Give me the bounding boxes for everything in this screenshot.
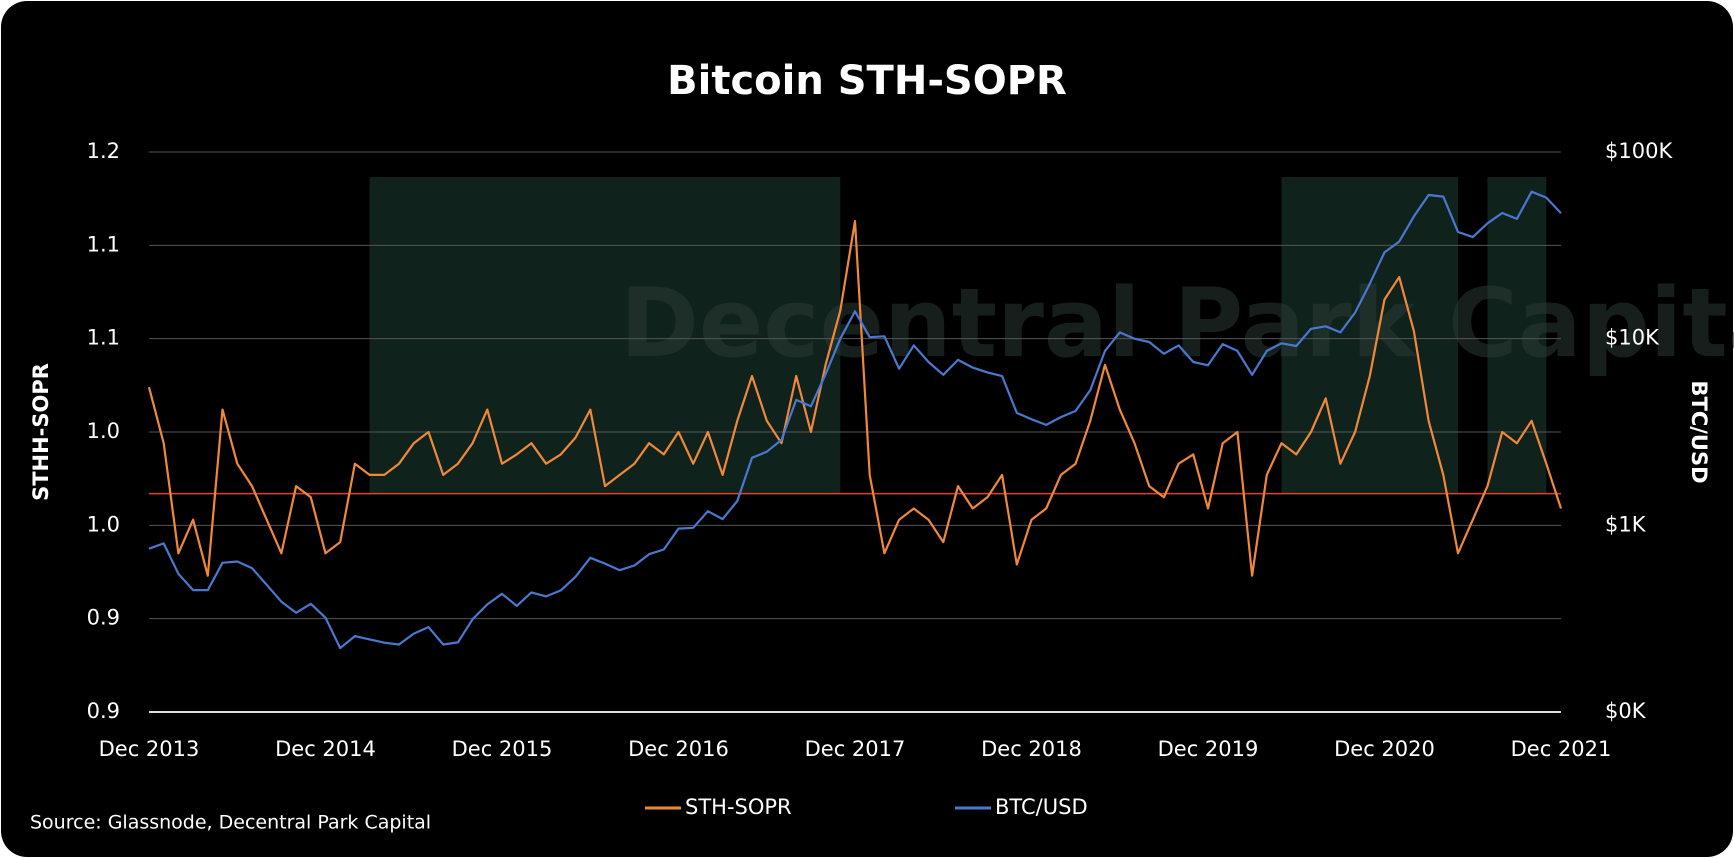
x-tick-label: Dec 2019 (1158, 737, 1259, 761)
y2-tick-label: $1K (1605, 512, 1647, 536)
legend-label: STH-SOPR (685, 795, 792, 819)
y-axis-label: STHH-SOPR (29, 363, 53, 501)
y-tick-label: 0.9 (87, 606, 120, 630)
series-line (148, 190, 1562, 650)
chart-title: Bitcoin STH-SOPR (667, 58, 1067, 104)
shaded-range (369, 177, 841, 494)
y-tick-label: 1.1 (87, 326, 120, 350)
x-tick-label: Dec 2017 (805, 737, 906, 761)
x-tick-label: Dec 2015 (452, 737, 553, 761)
y-tick-label: 1.0 (87, 419, 120, 443)
y2-tick-label: $100K (1605, 139, 1673, 163)
y-tick-label: 1.2 (87, 139, 120, 163)
x-tick-label: Dec 2016 (628, 737, 729, 761)
source: Source: Glassnode, Decentral Park Capita… (30, 812, 431, 834)
watermark: Decentral Park Capital (620, 269, 1734, 379)
y2-tick-label: $0K (1605, 699, 1647, 723)
shaded-range (1487, 177, 1547, 494)
y-tick-label: 1.1 (87, 232, 120, 256)
series-line (147, 220, 1563, 577)
legend-label: BTC/USD (995, 795, 1088, 819)
shaded-range (1281, 177, 1459, 494)
y2-axis-label: BTC/USD (1687, 380, 1711, 483)
x-tick-label: Dec 2014 (275, 737, 376, 761)
x-tick-label: Dec 2013 (99, 737, 200, 761)
x-tick-label: Dec 2021 (1511, 737, 1612, 761)
x-tick-label: Dec 2020 (1334, 737, 1435, 761)
x-tick-label: Dec 2018 (981, 737, 1082, 761)
y-tick-label: 0.9 (87, 699, 120, 723)
y-tick-label: 1.0 (87, 512, 120, 536)
y2-tick-label: $10K (1605, 326, 1660, 350)
